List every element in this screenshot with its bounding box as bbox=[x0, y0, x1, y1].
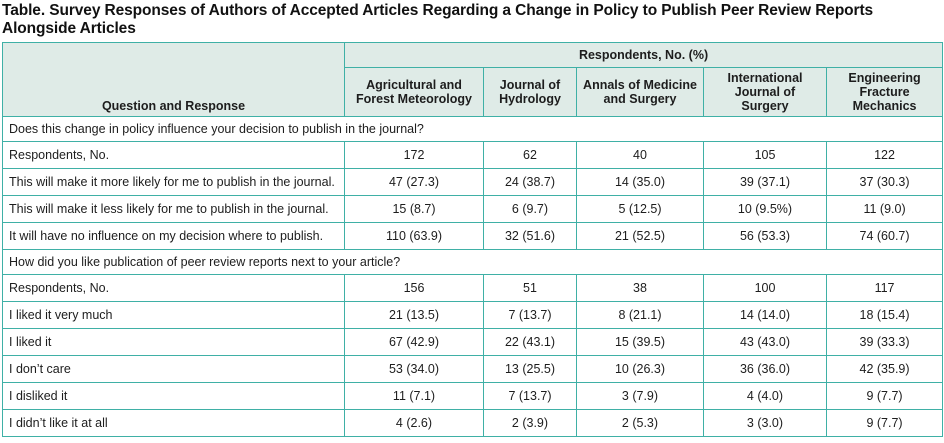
survey-table: Question and Response Respondents, No. (… bbox=[1, 42, 944, 437]
cell-value: 32 (51.6) bbox=[483, 222, 577, 250]
cell-value: 14 (35.0) bbox=[576, 168, 704, 196]
cell-value: 117 bbox=[825, 274, 944, 302]
cell-value: 110 (63.9) bbox=[344, 222, 484, 250]
column-header-row: Agricultural and Forest Meteorology Jour… bbox=[3, 67, 944, 117]
group-header-respondents: Respondents, No. (%) bbox=[343, 42, 944, 68]
column-header-engineering-fracture-mechanics: Engineering Fracture Mechanics bbox=[825, 67, 944, 117]
row-label: I liked it bbox=[2, 328, 345, 356]
cell-value: 74 (60.7) bbox=[825, 222, 944, 250]
table-row: This will make it less likely for me to … bbox=[2, 195, 944, 223]
column-header-agricultural-and-forest-meteorology: Agricultural and Forest Meteorology bbox=[344, 67, 484, 117]
cell-value: 10 (9.5%) bbox=[703, 195, 827, 223]
row-label: I didn’t like it at all bbox=[2, 409, 345, 437]
cell-value: 62 bbox=[483, 141, 577, 169]
cell-value: 100 bbox=[703, 274, 827, 302]
cell-value: 8 (21.1) bbox=[576, 301, 704, 329]
cell-value: 3 (3.0) bbox=[703, 409, 827, 437]
corner-header-question-and-response: Question and Response bbox=[2, 42, 345, 117]
table-row: I don’t care 53 (34.0) 13 (25.5) 10 (26.3) 3… bbox=[2, 355, 944, 383]
cell-value: 105 bbox=[703, 141, 827, 169]
cell-value: 11 (7.1) bbox=[344, 382, 484, 410]
cell-value: 156 bbox=[344, 274, 484, 302]
cell-value: 22 (43.1) bbox=[483, 328, 577, 356]
cell-value: 67 (42.9) bbox=[344, 328, 484, 356]
cell-value: 39 (37.1) bbox=[703, 168, 827, 196]
row-label: I liked it very much bbox=[2, 301, 345, 329]
cell-value: 4 (2.6) bbox=[344, 409, 484, 437]
question-text: Does this change in policy influence you… bbox=[1, 116, 944, 142]
cell-value: 36 (36.0) bbox=[703, 355, 827, 383]
table-title: Table. Survey Responses of Authors of Ac… bbox=[2, 2, 874, 37]
cell-value: 122 bbox=[825, 141, 944, 169]
cell-value: 7 (13.7) bbox=[483, 382, 577, 410]
cell-value: 56 (53.3) bbox=[703, 222, 827, 250]
question-row: Does this change in policy influence you… bbox=[1, 116, 944, 142]
cell-value: 172 bbox=[344, 141, 484, 169]
table-row: I liked it 67 (42.9) 22 (43.1) 15 (39.5) 43 … bbox=[2, 328, 944, 356]
cell-value: 9 (7.7) bbox=[825, 409, 944, 437]
row-label: Respondents, No. bbox=[2, 274, 345, 302]
row-label: This will make it more likely for me to … bbox=[2, 168, 345, 196]
cell-value: 53 (34.0) bbox=[344, 355, 484, 383]
row-label: I disliked it bbox=[2, 382, 345, 410]
cell-value: 5 (12.5) bbox=[576, 195, 704, 223]
group-header-row: Question and Response Respondents, No. (… bbox=[2, 42, 944, 117]
cell-value: 14 (14.0) bbox=[703, 301, 827, 329]
cell-value: 40 bbox=[576, 141, 704, 169]
cell-value: 47 (27.3) bbox=[344, 168, 484, 196]
cell-value: 43 (43.0) bbox=[703, 328, 827, 356]
table-row: I didn’t like it at all 4 (2.6) 2 (3.9) 2 (… bbox=[2, 409, 944, 437]
table-row: I disliked it 11 (7.1) 7 (13.7) 3 (7.9) 4 (4… bbox=[2, 382, 944, 410]
row-label: This will make it less likely for me to … bbox=[2, 195, 345, 223]
column-header-annals-of-medicine-and-surgery: Annals of Medicine and Surgery bbox=[576, 67, 704, 117]
cell-value: 3 (7.9) bbox=[576, 382, 704, 410]
cell-value: 21 (52.5) bbox=[576, 222, 704, 250]
cell-value: 13 (25.5) bbox=[483, 355, 577, 383]
cell-value: 2 (3.9) bbox=[483, 409, 577, 437]
cell-value: 6 (9.7) bbox=[483, 195, 577, 223]
table-row: Respondents, No. 156 51 38 100 117 bbox=[2, 274, 944, 302]
cell-value: 4 (4.0) bbox=[703, 382, 827, 410]
cell-value: 7 (13.7) bbox=[483, 301, 577, 329]
table-row: This will make it more likely for me to … bbox=[2, 168, 944, 196]
table-row: I liked it very much 21 (13.5) 7 (13.7) 8 (… bbox=[2, 301, 944, 329]
cell-value: 10 (26.3) bbox=[576, 355, 704, 383]
cell-value: 21 (13.5) bbox=[344, 301, 484, 329]
cell-value: 42 (35.9) bbox=[825, 355, 944, 383]
cell-value: 15 (39.5) bbox=[576, 328, 704, 356]
question-row: How did you like publication of peer rev… bbox=[1, 249, 944, 275]
cell-value: 39 (33.3) bbox=[825, 328, 944, 356]
cell-value: 15 (8.7) bbox=[344, 195, 484, 223]
cell-value: 11 (9.0) bbox=[825, 195, 944, 223]
column-header-journal-of-hydrology: Journal of Hydrology bbox=[483, 67, 577, 117]
cell-value: 9 (7.7) bbox=[825, 382, 944, 410]
row-label: I don’t care bbox=[2, 355, 345, 383]
cell-value: 51 bbox=[483, 274, 577, 302]
cell-value: 38 bbox=[576, 274, 704, 302]
column-header-international-journal-of-surgery: International Journal of Surgery bbox=[703, 67, 827, 117]
table-body: Does this change in policy influence you… bbox=[1, 116, 944, 437]
question-text: How did you like publication of peer rev… bbox=[1, 249, 944, 275]
row-label: It will have no influence on my decision… bbox=[2, 222, 345, 250]
cell-value: 18 (15.4) bbox=[825, 301, 944, 329]
cell-value: 2 (5.3) bbox=[576, 409, 704, 437]
cell-value: 24 (38.7) bbox=[483, 168, 577, 196]
table-row: Respondents, No. 172 62 40 105 122 bbox=[2, 141, 944, 169]
table-header: Question and Response Respondents, No. (… bbox=[2, 42, 944, 117]
cell-value: 37 (30.3) bbox=[825, 168, 944, 196]
table-row: It will have no influence on my decision… bbox=[2, 222, 944, 250]
row-label: Respondents, No. bbox=[2, 141, 345, 169]
